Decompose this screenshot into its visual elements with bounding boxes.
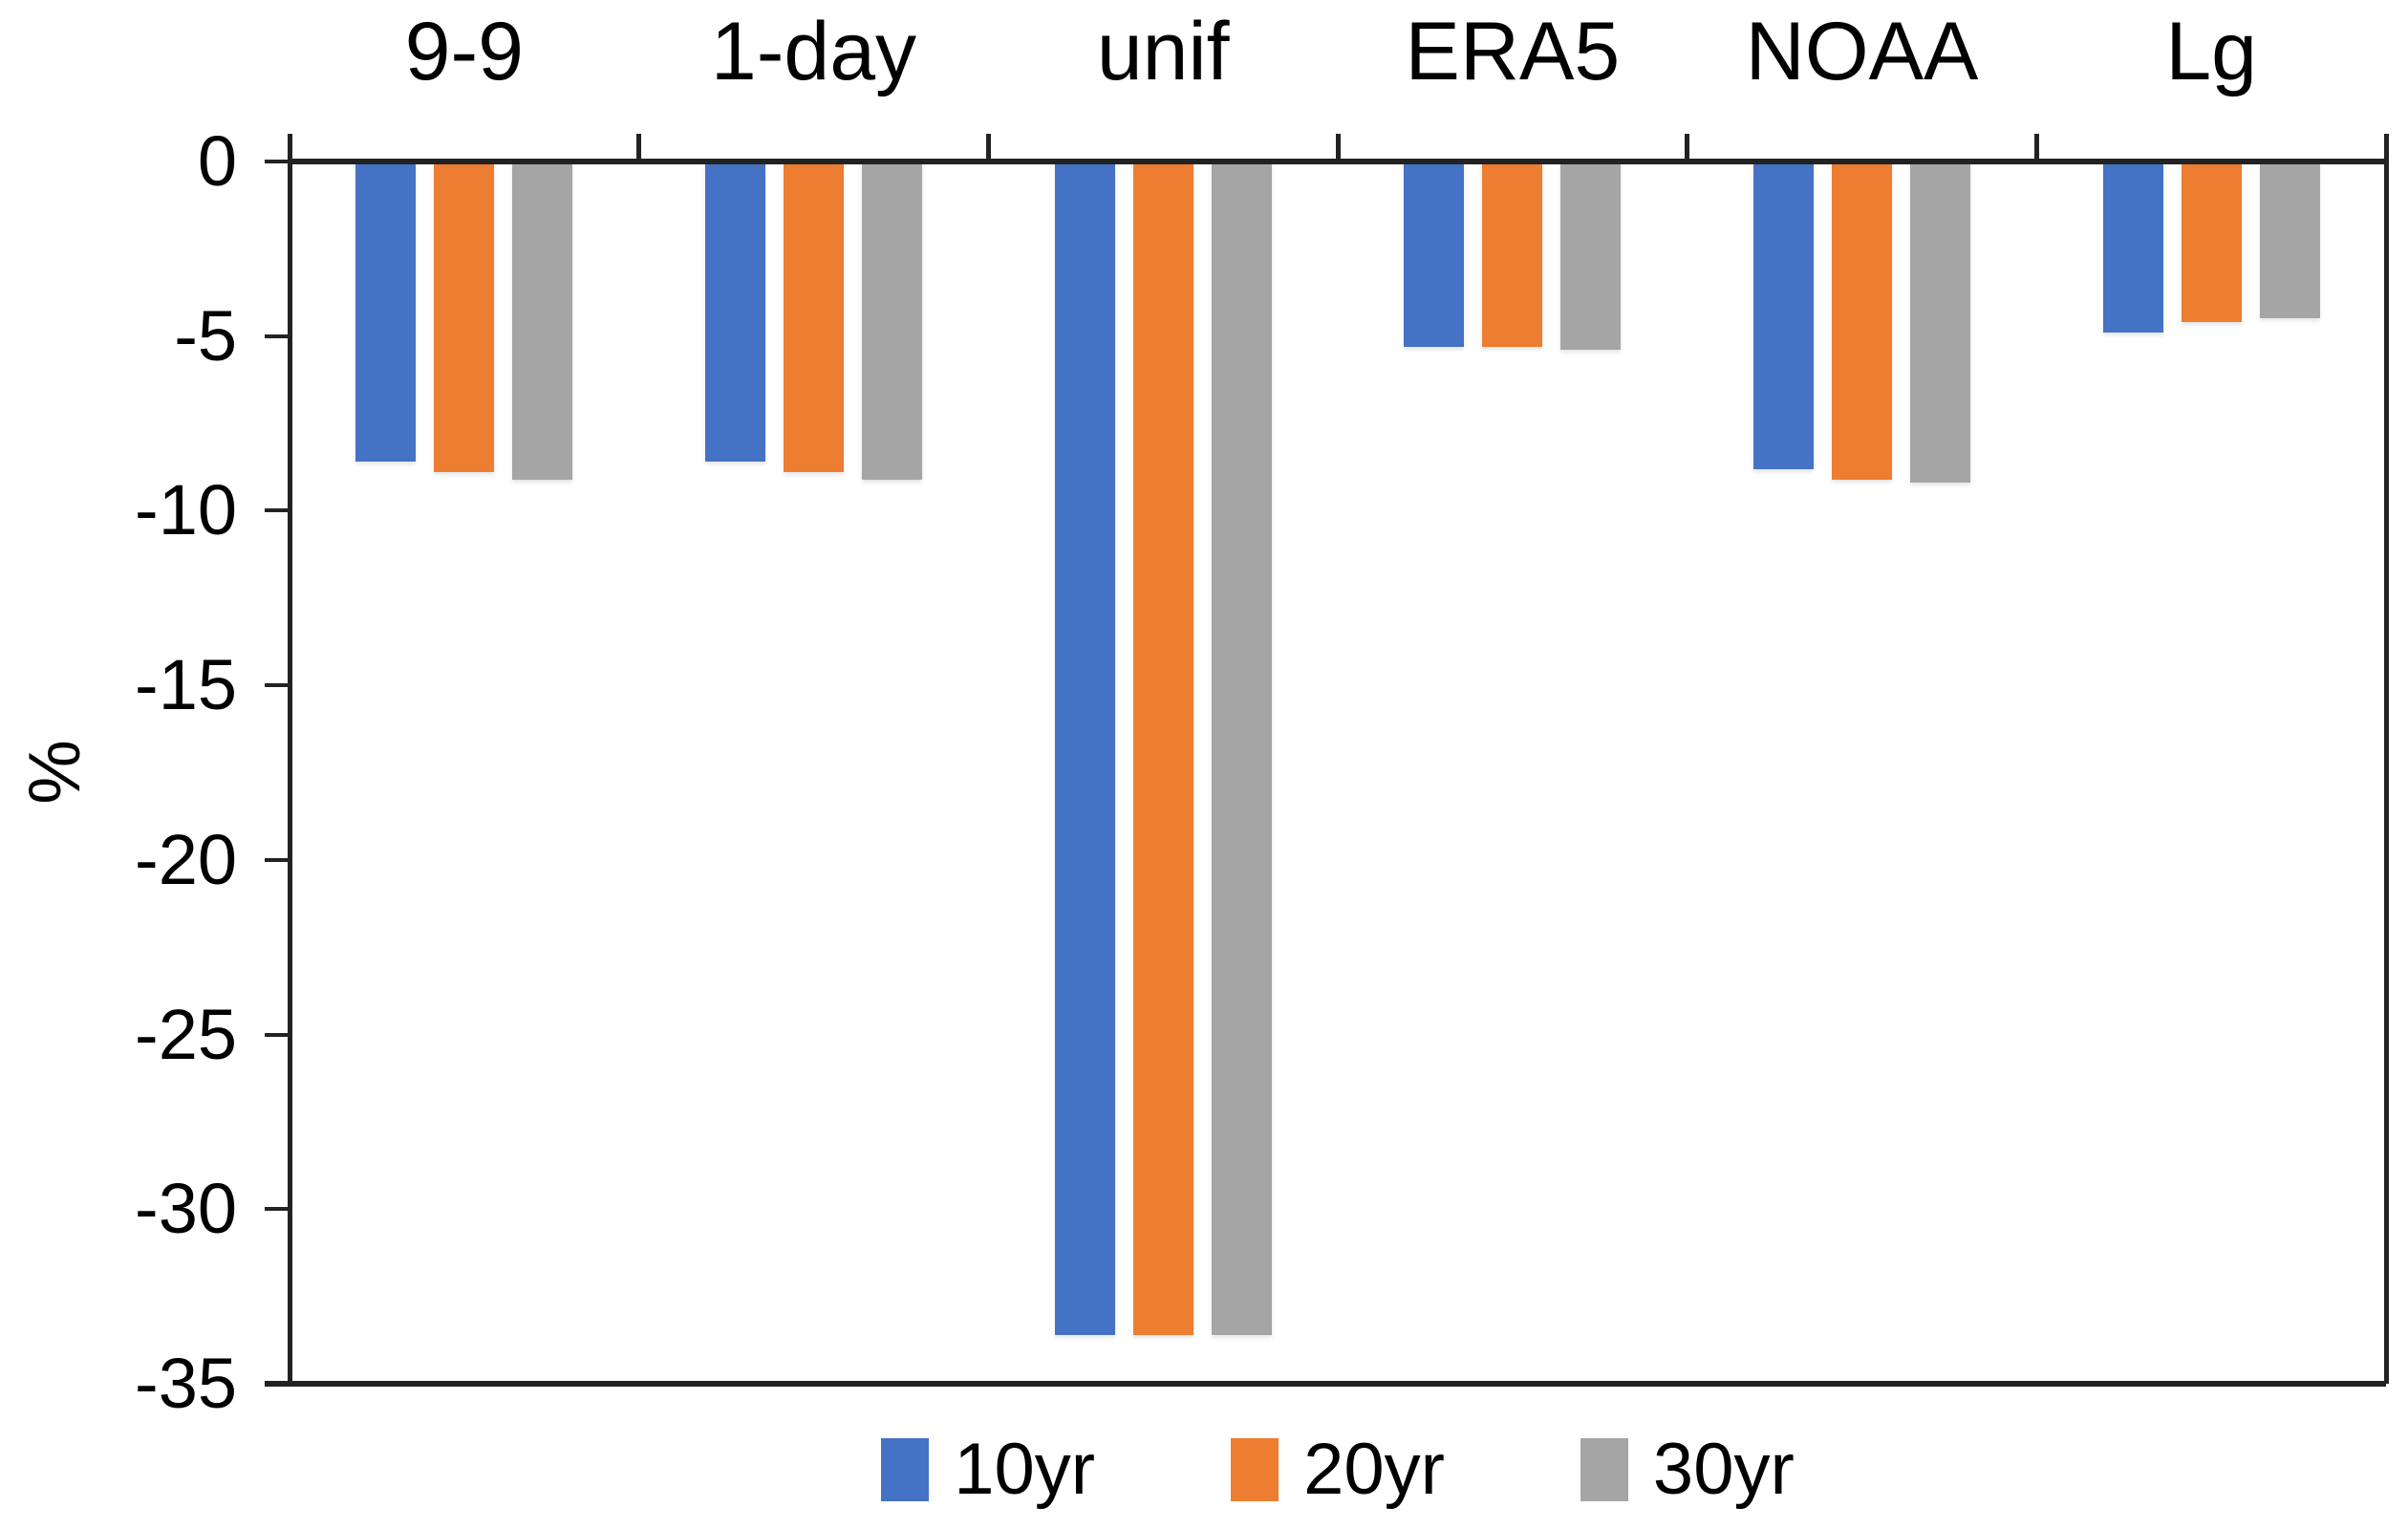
bar-unif-10yr [1054,162,1115,1335]
bar-ERA5-30yr [1560,162,1622,351]
bar-NOAA-30yr [1910,162,1970,484]
bar-9-9-10yr [355,162,417,463]
y-tick-label--10: -10 [135,470,237,550]
category-boundary-tick [287,134,292,162]
bar-NOAA-10yr [1753,162,1814,469]
bar-1-day-20yr [784,162,844,473]
category-boundary-tick [2383,134,2389,162]
category-boundary-tick [2033,134,2039,162]
category-boundary-tick [636,134,642,162]
y-tick-label--25: -25 [135,994,237,1074]
category-label-Lg: Lg [2165,6,2257,97]
legend-label-10yr: 10yr [954,1429,1096,1510]
bar-ERA5-20yr [1482,162,1543,347]
bar-unif-30yr [1211,162,1272,1335]
legend-item-20yr: 20yr [1231,1433,1445,1506]
bar-unif-20yr [1132,162,1193,1335]
bar-NOAA-20yr [1832,162,1892,480]
y-axis-tick [265,334,290,338]
category-label-9-9: 9-9 [404,6,524,97]
bar-9-9-30yr [512,162,573,480]
category-label-unif: unif [1096,6,1230,97]
y-axis-tick [265,1207,290,1212]
y-axis-tick [265,1032,290,1037]
category-boundary-tick [1335,134,1341,162]
y-axis-tick [265,857,290,862]
category-label-NOAA: NOAA [1745,6,1979,97]
legend: 10yr 20yr 30yr [290,1416,2386,1523]
y-axis-tick [265,1382,290,1386]
y-axis-tick [265,160,290,163]
y-axis-tick [265,683,290,688]
y-tick-label--20: -20 [135,819,237,899]
bar-ERA5-10yr [1404,162,1465,347]
y-tick-label--30: -30 [135,1169,237,1249]
plot-right-border [2384,162,2389,1384]
bar-Lg-20yr [2181,162,2242,323]
legend-swatch-10yr [881,1438,930,1501]
y-tick-label--35: -35 [135,1344,237,1423]
legend-label-30yr: 30yr [1652,1429,1795,1510]
legend-swatch-30yr [1580,1438,1628,1501]
bar-9-9-20yr [434,162,495,473]
category-boundary-tick [1685,134,1690,162]
legend-item-10yr: 10yr [881,1433,1095,1506]
bar-Lg-10yr [2102,162,2163,334]
category-boundary-tick [985,134,991,162]
legend-swatch-20yr [1231,1438,1279,1501]
legend-label-20yr: 20yr [1303,1429,1445,1510]
y-tick-label-0: 0 [197,121,237,201]
y-tick-label--5: -5 [174,295,237,376]
y-axis-line [288,162,292,1384]
bar-Lg-30yr [2259,162,2320,319]
bar-1-day-30yr [862,162,922,480]
category-label-1-day: 1-day [710,6,917,97]
y-axis-tick [265,508,290,513]
category-label-ERA5: ERA5 [1405,6,1621,97]
y-tick-label--15: -15 [135,645,237,725]
bar-1-day-10yr [705,162,765,463]
y-axis-title: % [14,740,96,805]
legend-item-30yr: 30yr [1580,1433,1795,1506]
plot-bottom-border [265,1381,2386,1387]
zero-axis-line [290,159,2386,164]
